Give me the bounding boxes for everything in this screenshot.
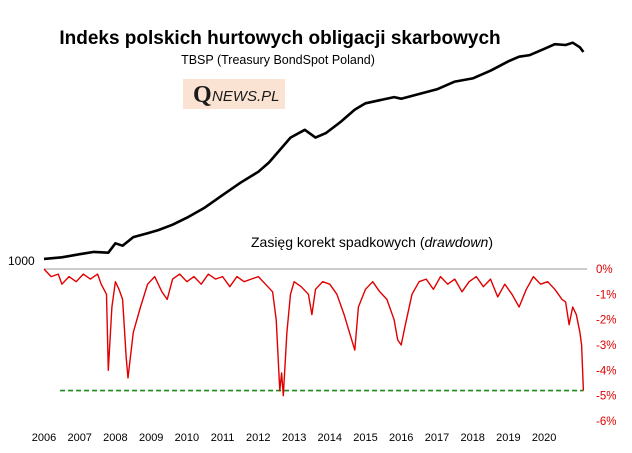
x-tick-label: 2008 [103, 432, 127, 444]
x-tick-label: 2017 [425, 432, 449, 444]
x-tick-label: 2020 [532, 432, 556, 444]
drawdown-label-em: drawdown [425, 234, 489, 250]
x-tick-label: 2011 [211, 432, 235, 444]
drawdown-layer [43, 268, 585, 397]
right-tick-label: -5% [596, 391, 616, 403]
logo-background [183, 79, 285, 109]
right-tick-label: 0% [596, 264, 613, 276]
baseline-label: 1000 [8, 254, 35, 268]
x-tick-label: 2014 [318, 432, 342, 444]
x-tick-label: 2009 [139, 432, 163, 444]
logo-q: Q [193, 82, 212, 108]
x-tick-label: 2006 [32, 432, 56, 444]
x-tick-label: 2007 [67, 432, 91, 444]
x-tick-label: 2018 [460, 432, 484, 444]
grid-layer [44, 268, 587, 392]
index-line [43, 41, 585, 261]
x-tick-label: 2012 [246, 432, 270, 444]
chart-title: Indeks polskich hurtowych obligacji skar… [59, 28, 500, 49]
x-tick-label: 2016 [389, 432, 413, 444]
drawdown-label-suffix: ) [488, 234, 493, 250]
x-tick-label: 2013 [282, 432, 306, 444]
right-tick-label: -6% [596, 416, 616, 428]
drawdown-line [43, 268, 585, 397]
x-tick-label: 2019 [496, 432, 520, 444]
drawdown-label: Zasięg korekt spadkowych (drawdown) [251, 234, 493, 250]
x-tick-label: 2015 [353, 432, 377, 444]
right-tick-label: -3% [596, 340, 616, 352]
right-axis: 0% -1% -2% -3% -4% -5% -6% [596, 264, 616, 428]
x-tick-label: 2010 [175, 432, 199, 444]
drawdown-label-prefix: Zasięg korekt spadkowych ( [251, 234, 425, 250]
index-layer [43, 41, 585, 261]
x-axis: 2006 2007 2008 2009 2010 2011 2012 2013 2014 2015… [32, 432, 557, 444]
chart-subtitle: TBSP (Treasury BondSpot Poland) [181, 53, 375, 67]
right-tick-label: -1% [596, 289, 616, 301]
right-tick-label: -4% [596, 365, 616, 377]
right-tick-label: -2% [596, 315, 616, 327]
qnews-logo: Q NEWS.PL [183, 79, 285, 109]
logo-text: NEWS.PL [212, 88, 280, 105]
